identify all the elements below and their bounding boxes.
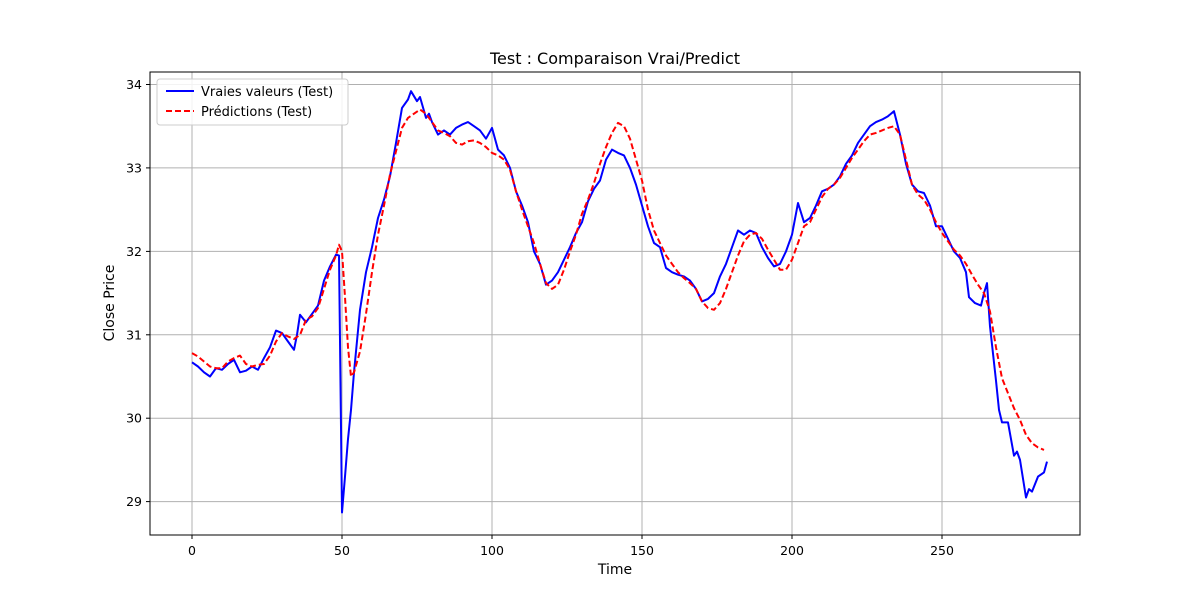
chart-title: Test : Comparaison Vrai/Predict — [489, 49, 740, 68]
legend: Vraies valeurs (Test) Prédictions (Test) — [156, 78, 349, 126]
x-tick-label: 50 — [334, 543, 350, 558]
plot-frame — [149, 71, 1081, 536]
legend-box — [156, 78, 349, 126]
y-tick-label: 30 — [126, 411, 142, 426]
x-tick-label: 250 — [930, 543, 954, 558]
y-tick-label: 32 — [126, 244, 142, 259]
y-axis-label: Close Price — [102, 265, 118, 342]
series-line-predictions — [191, 108, 1045, 451]
x-tick-label: 100 — [480, 543, 504, 558]
grid — [150, 72, 1080, 535]
legend-label-predictions: Prédictions (Test) — [201, 105, 312, 120]
x-tick-label: 200 — [780, 543, 804, 558]
axis-ticks: 0 50 100 150 200 250 29 30 31 32 33 34 — [126, 77, 954, 558]
y-tick-label: 31 — [126, 327, 142, 342]
y-tick-label: 29 — [126, 494, 142, 509]
plot-area — [191, 90, 1048, 514]
legend-label-true-values: Vraies valeurs (Test) — [201, 85, 333, 100]
x-tick-label: 0 — [188, 543, 196, 558]
y-tick-label: 33 — [126, 160, 142, 175]
x-tick-label: 150 — [630, 543, 654, 558]
x-axis-label: Time — [597, 562, 632, 578]
series-line-true-values — [191, 90, 1048, 514]
y-tick-label: 34 — [126, 77, 142, 92]
